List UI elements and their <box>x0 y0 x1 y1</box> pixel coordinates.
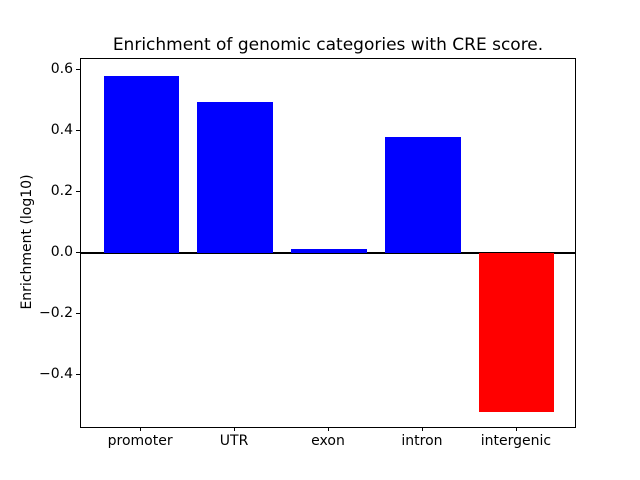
plot-area <box>80 58 576 428</box>
bar-UTR <box>197 101 273 254</box>
ytick-label: 0.4 <box>50 121 73 138</box>
ytick-label: 0.2 <box>50 183 73 200</box>
xtick-label-promoter: promoter <box>107 433 173 449</box>
zero-line <box>81 252 575 255</box>
xtick-mark <box>421 427 423 431</box>
chart-title: Enrichment of genomic categories with CR… <box>112 35 544 55</box>
bar-promoter <box>103 75 179 254</box>
xtick-mark <box>328 427 329 431</box>
bar-intergenic <box>479 253 555 413</box>
ytick-label: 0.0 <box>50 244 73 261</box>
xtick-mark <box>515 427 517 431</box>
ytick-mark <box>76 129 80 131</box>
xtick-label-intron: intron <box>401 433 443 449</box>
bar-intron <box>385 136 461 254</box>
xtick-mark <box>140 427 142 431</box>
ytick-mark <box>76 313 80 315</box>
ytick-label: −0.2 <box>39 305 73 322</box>
ytick-label: −0.4 <box>39 366 73 383</box>
xtick-label-exon: exon <box>311 433 345 449</box>
ytick-mark <box>76 68 80 70</box>
ytick-label: 0.6 <box>50 60 73 77</box>
ytick-mark <box>76 374 80 376</box>
xtick-label-intergenic: intergenic <box>480 433 552 449</box>
ytick-mark <box>76 191 80 193</box>
ytick-mark <box>76 252 80 254</box>
bar-exon <box>291 248 367 254</box>
xtick-mark <box>234 427 236 431</box>
xtick-label-UTR: UTR <box>219 433 249 449</box>
